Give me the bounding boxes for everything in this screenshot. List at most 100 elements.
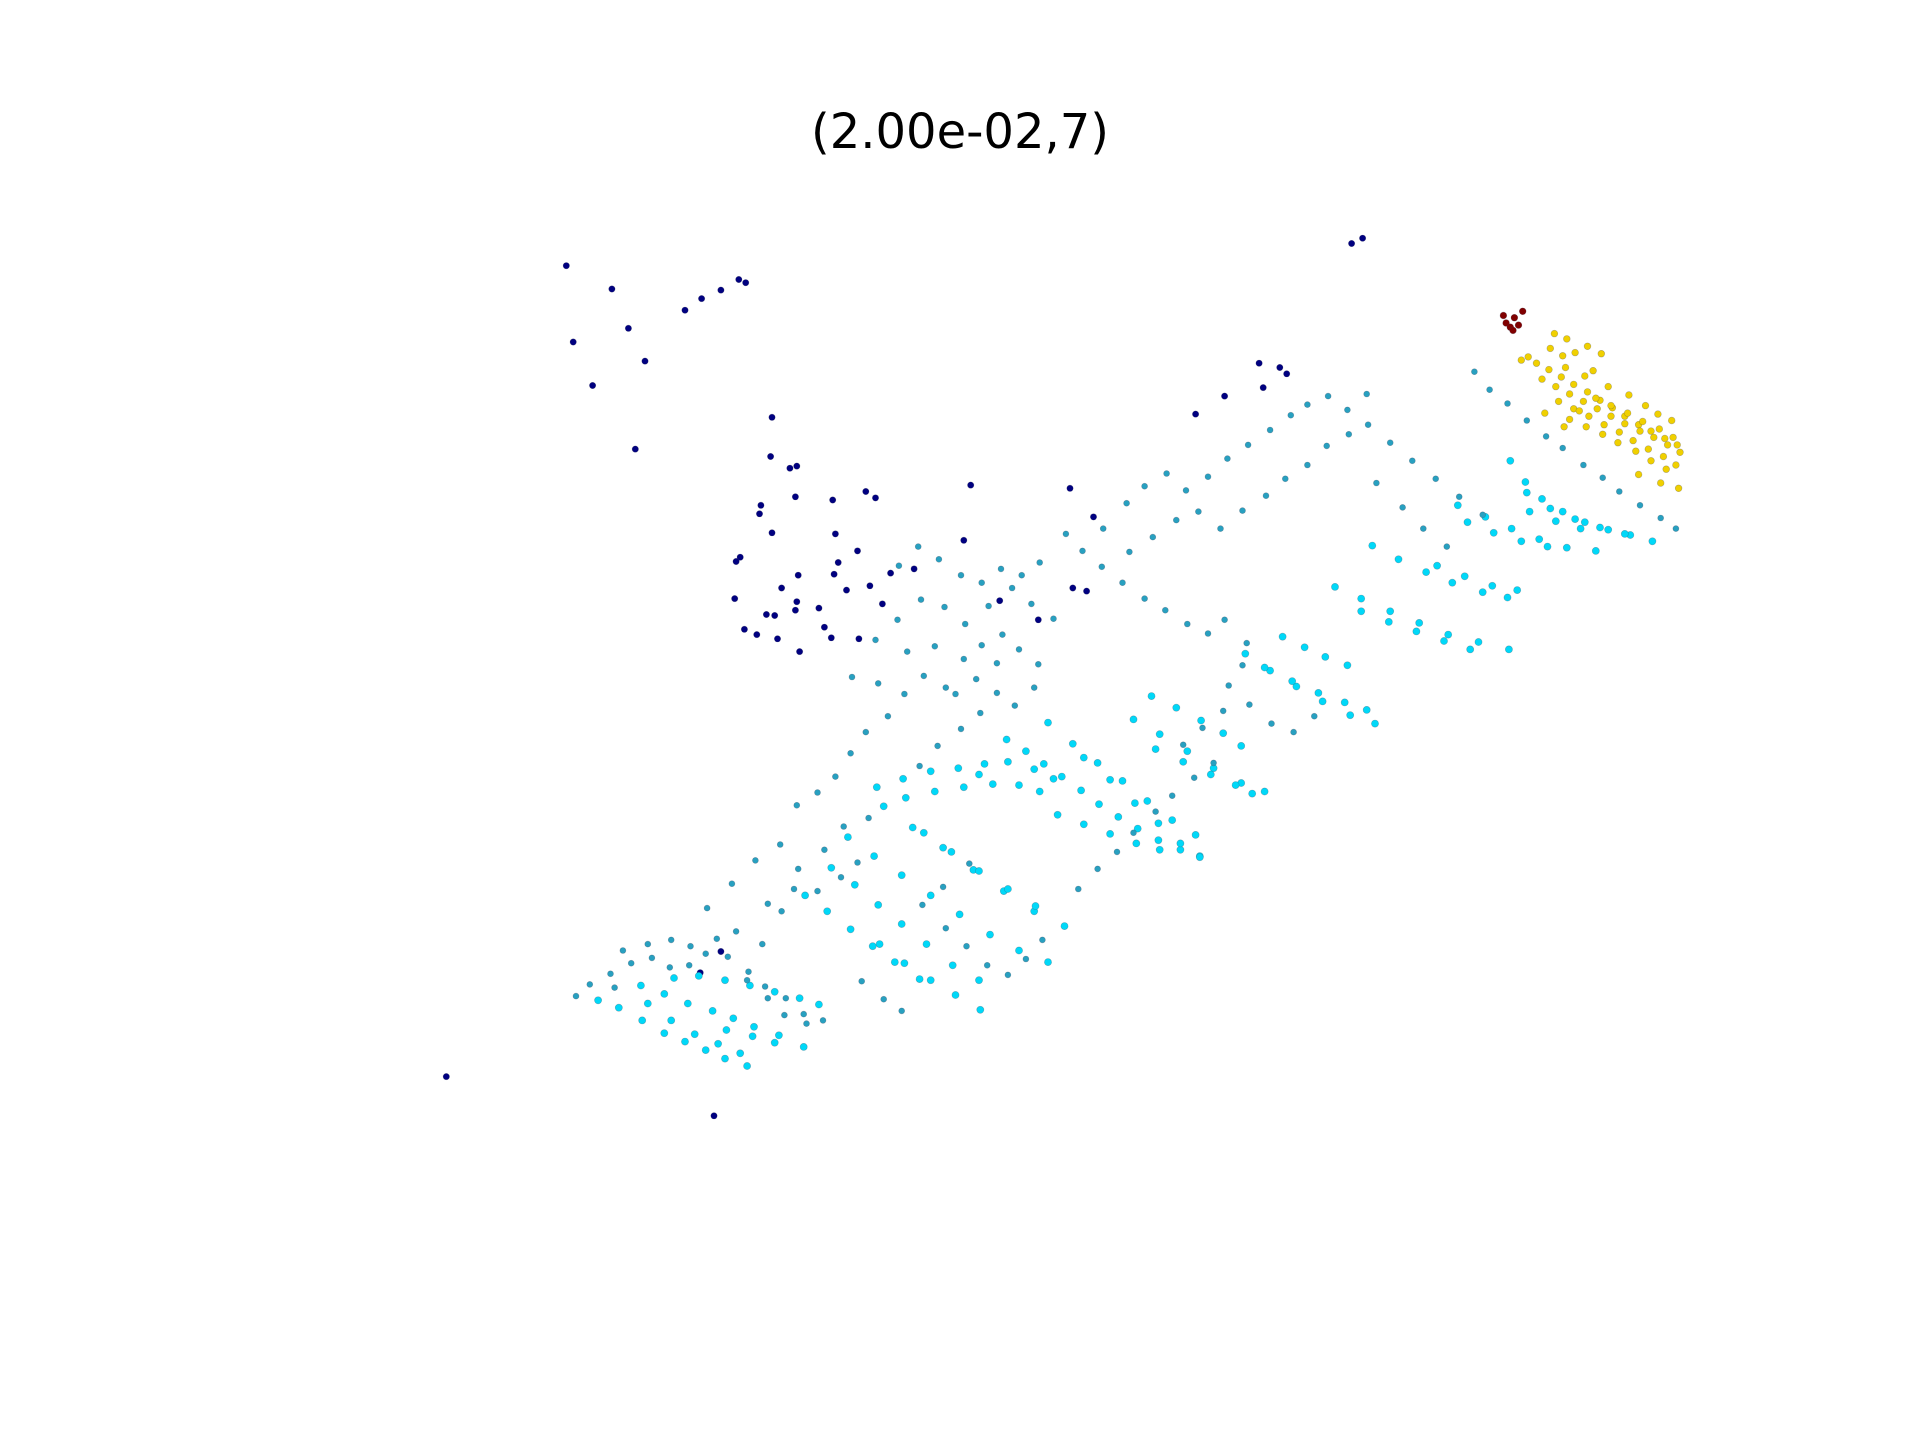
data-point <box>1674 484 1683 492</box>
data-point <box>1364 421 1372 429</box>
data-point <box>1217 525 1224 532</box>
data-point <box>1069 584 1077 592</box>
data-point <box>1596 523 1604 532</box>
data-point <box>831 530 839 538</box>
data-point <box>834 558 842 566</box>
data-point <box>572 992 580 1000</box>
data-point <box>1673 441 1681 449</box>
data-point <box>1079 753 1088 762</box>
series-0 <box>442 234 1367 1120</box>
data-point <box>1412 627 1421 636</box>
data-point <box>1094 865 1101 873</box>
data-point <box>1386 607 1395 616</box>
data-point <box>1579 397 1588 406</box>
data-point <box>796 648 804 656</box>
data-point <box>1409 457 1416 465</box>
data-point <box>1575 407 1584 415</box>
data-point <box>1363 390 1370 398</box>
data-point <box>1344 406 1351 414</box>
data-point <box>1373 479 1380 487</box>
data-point <box>965 860 973 867</box>
data-point <box>1179 741 1187 749</box>
data-point <box>1661 434 1669 443</box>
data-point <box>1499 311 1508 320</box>
data-point <box>1015 646 1023 653</box>
data-point <box>1068 739 1077 748</box>
data-point <box>1075 885 1082 893</box>
data-point <box>855 635 863 643</box>
data-point <box>1532 359 1541 367</box>
data-point <box>960 536 968 544</box>
data-point <box>1155 845 1164 854</box>
data-point <box>1192 410 1200 418</box>
data-point <box>1672 525 1680 532</box>
data-point <box>1503 593 1512 602</box>
data-point <box>1518 307 1527 315</box>
data-point <box>1591 547 1600 555</box>
data-point <box>717 286 725 294</box>
data-point <box>1466 645 1475 654</box>
data-point <box>1119 579 1126 587</box>
data-point <box>1600 421 1608 429</box>
data-point <box>1143 797 1152 805</box>
data-point <box>1504 400 1511 407</box>
data-point <box>641 357 649 365</box>
data-point <box>569 338 577 346</box>
data-point <box>660 990 669 998</box>
data-point <box>1323 442 1330 450</box>
data-point <box>1636 427 1644 435</box>
data-point <box>717 947 725 955</box>
data-point <box>1638 417 1647 426</box>
data-point <box>753 631 761 639</box>
data-point <box>1502 319 1510 327</box>
data-point <box>823 907 832 916</box>
data-point <box>775 1031 783 1040</box>
data-point <box>786 464 794 472</box>
data-point <box>848 673 856 681</box>
data-point <box>698 295 706 303</box>
data-point <box>732 928 740 935</box>
data-point <box>1039 760 1048 768</box>
data-point <box>714 1039 722 1048</box>
data-point <box>666 964 674 971</box>
data-point <box>1168 816 1177 824</box>
data-point <box>872 783 881 792</box>
data-point <box>794 865 802 873</box>
data-point <box>1562 543 1571 552</box>
series-3 <box>1517 329 1684 492</box>
data-point <box>790 885 798 893</box>
data-point <box>1542 433 1550 440</box>
data-point <box>1259 384 1267 392</box>
data-point <box>850 880 859 889</box>
data-point <box>1551 517 1560 526</box>
data-point <box>1183 747 1192 756</box>
data-point <box>980 760 989 768</box>
data-point <box>778 907 785 915</box>
data-point <box>1659 452 1668 461</box>
data-point <box>963 942 970 950</box>
data-point <box>740 625 748 633</box>
data-point <box>1604 382 1612 391</box>
data-point <box>1525 507 1534 516</box>
data-point <box>1113 848 1121 856</box>
data-point <box>1239 507 1246 514</box>
data-point <box>1106 775 1114 784</box>
data-point <box>1035 787 1044 796</box>
data-point <box>926 767 935 776</box>
data-point <box>1614 439 1622 447</box>
data-point <box>919 901 926 909</box>
data-point <box>872 636 879 644</box>
data-point <box>1172 703 1181 712</box>
data-point <box>1667 416 1676 425</box>
data-point <box>890 958 899 966</box>
data-point <box>771 611 779 619</box>
data-point <box>1290 728 1297 736</box>
data-point <box>1130 829 1137 837</box>
data-point <box>685 961 693 969</box>
data-point <box>1241 649 1250 658</box>
data-point <box>922 940 931 948</box>
data-point <box>1478 588 1487 597</box>
data-point <box>865 814 872 822</box>
data-point <box>1204 473 1212 481</box>
data-point <box>708 1007 717 1015</box>
